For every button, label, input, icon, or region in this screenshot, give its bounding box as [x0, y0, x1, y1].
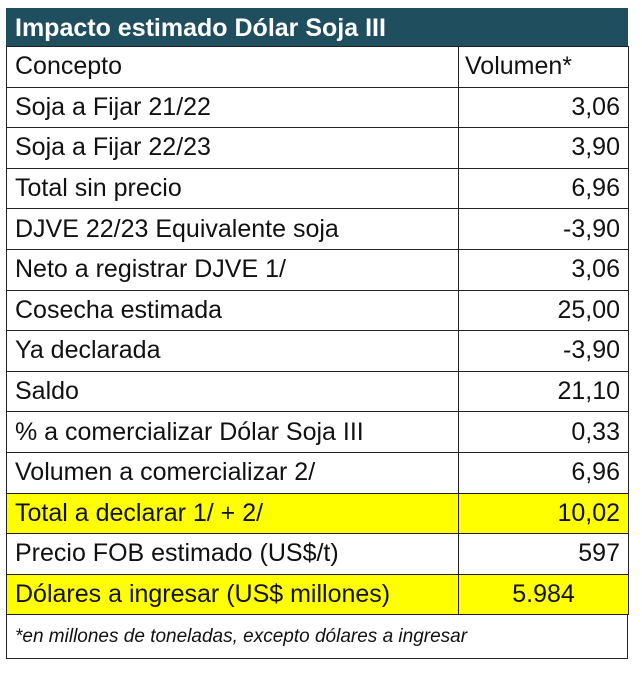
row-concept: % a comercializar Dólar Soja III [6, 411, 459, 453]
row-concept: Ya declarada [6, 330, 459, 372]
table-row: Ya declarada -3,90 [6, 330, 629, 372]
table-row: Neto a registrar DJVE 1/ 3,06 [6, 248, 629, 291]
data-grid: Concepto Volumen* Soja a Fijar 21/22 3,0… [6, 46, 629, 616]
row-value: -3,90 [458, 330, 629, 372]
row-value: 3,90 [458, 127, 629, 169]
row-concept: Dólares a ingresar (US$ millones) [6, 573, 459, 616]
row-concept: Precio FOB estimado (US$/t) [6, 533, 459, 575]
table-row-highlight: Dólares a ingresar (US$ millones) 5.984 [6, 573, 629, 616]
table-row: % a comercializar Dólar Soja III 0,33 [6, 411, 629, 453]
table-row: Cosecha estimada 25,00 [6, 289, 629, 332]
impact-table: Impacto estimado Dólar Soja III Concepto… [6, 8, 629, 660]
row-value: 25,00 [458, 289, 629, 332]
row-concept: Total a declarar 1/ + 2/ [6, 492, 459, 535]
row-value: 3,06 [458, 248, 629, 291]
row-concept: Soja a Fijar 21/22 [6, 86, 459, 129]
row-concept: DJVE 22/23 Equivalente soja [6, 208, 459, 250]
row-concept: Soja a Fijar 22/23 [6, 127, 459, 169]
row-value: 597 [458, 533, 629, 575]
table-row: Saldo 21,10 [6, 370, 629, 413]
row-value: -3,90 [458, 208, 629, 250]
row-value: 5.984 [458, 573, 629, 616]
header-concept: Concepto [6, 46, 459, 88]
table-row: Soja a Fijar 21/22 3,06 [6, 86, 629, 129]
row-concept: Cosecha estimada [6, 289, 459, 332]
row-value: 0,33 [458, 411, 629, 453]
table-row: Soja a Fijar 22/23 3,90 [6, 127, 629, 169]
row-concept: Saldo [6, 370, 459, 413]
header-volume: Volumen* [458, 46, 629, 88]
table-row: DJVE 22/23 Equivalente soja -3,90 [6, 208, 629, 250]
row-concept: Total sin precio [6, 167, 459, 210]
row-concept: Neto a registrar DJVE 1/ [6, 248, 459, 291]
row-concept: Volumen a comercializar 2/ [6, 451, 459, 494]
table-row: Precio FOB estimado (US$/t) 597 [6, 533, 629, 575]
row-value: 6,96 [458, 167, 629, 210]
row-value: 10,02 [458, 492, 629, 535]
table-row-highlight: Total a declarar 1/ + 2/ 10,02 [6, 492, 629, 535]
header-row: Concepto Volumen* [6, 46, 629, 88]
row-value: 21,10 [458, 370, 629, 413]
table-title: Impacto estimado Dólar Soja III [6, 8, 628, 46]
table-row: Total sin precio 6,96 [6, 167, 629, 210]
row-value: 3,06 [458, 86, 629, 129]
row-value: 6,96 [458, 451, 629, 494]
footnote: *en millones de toneladas, excepto dólar… [6, 615, 628, 660]
table-row: Volumen a comercializar 2/ 6,96 [6, 451, 629, 494]
